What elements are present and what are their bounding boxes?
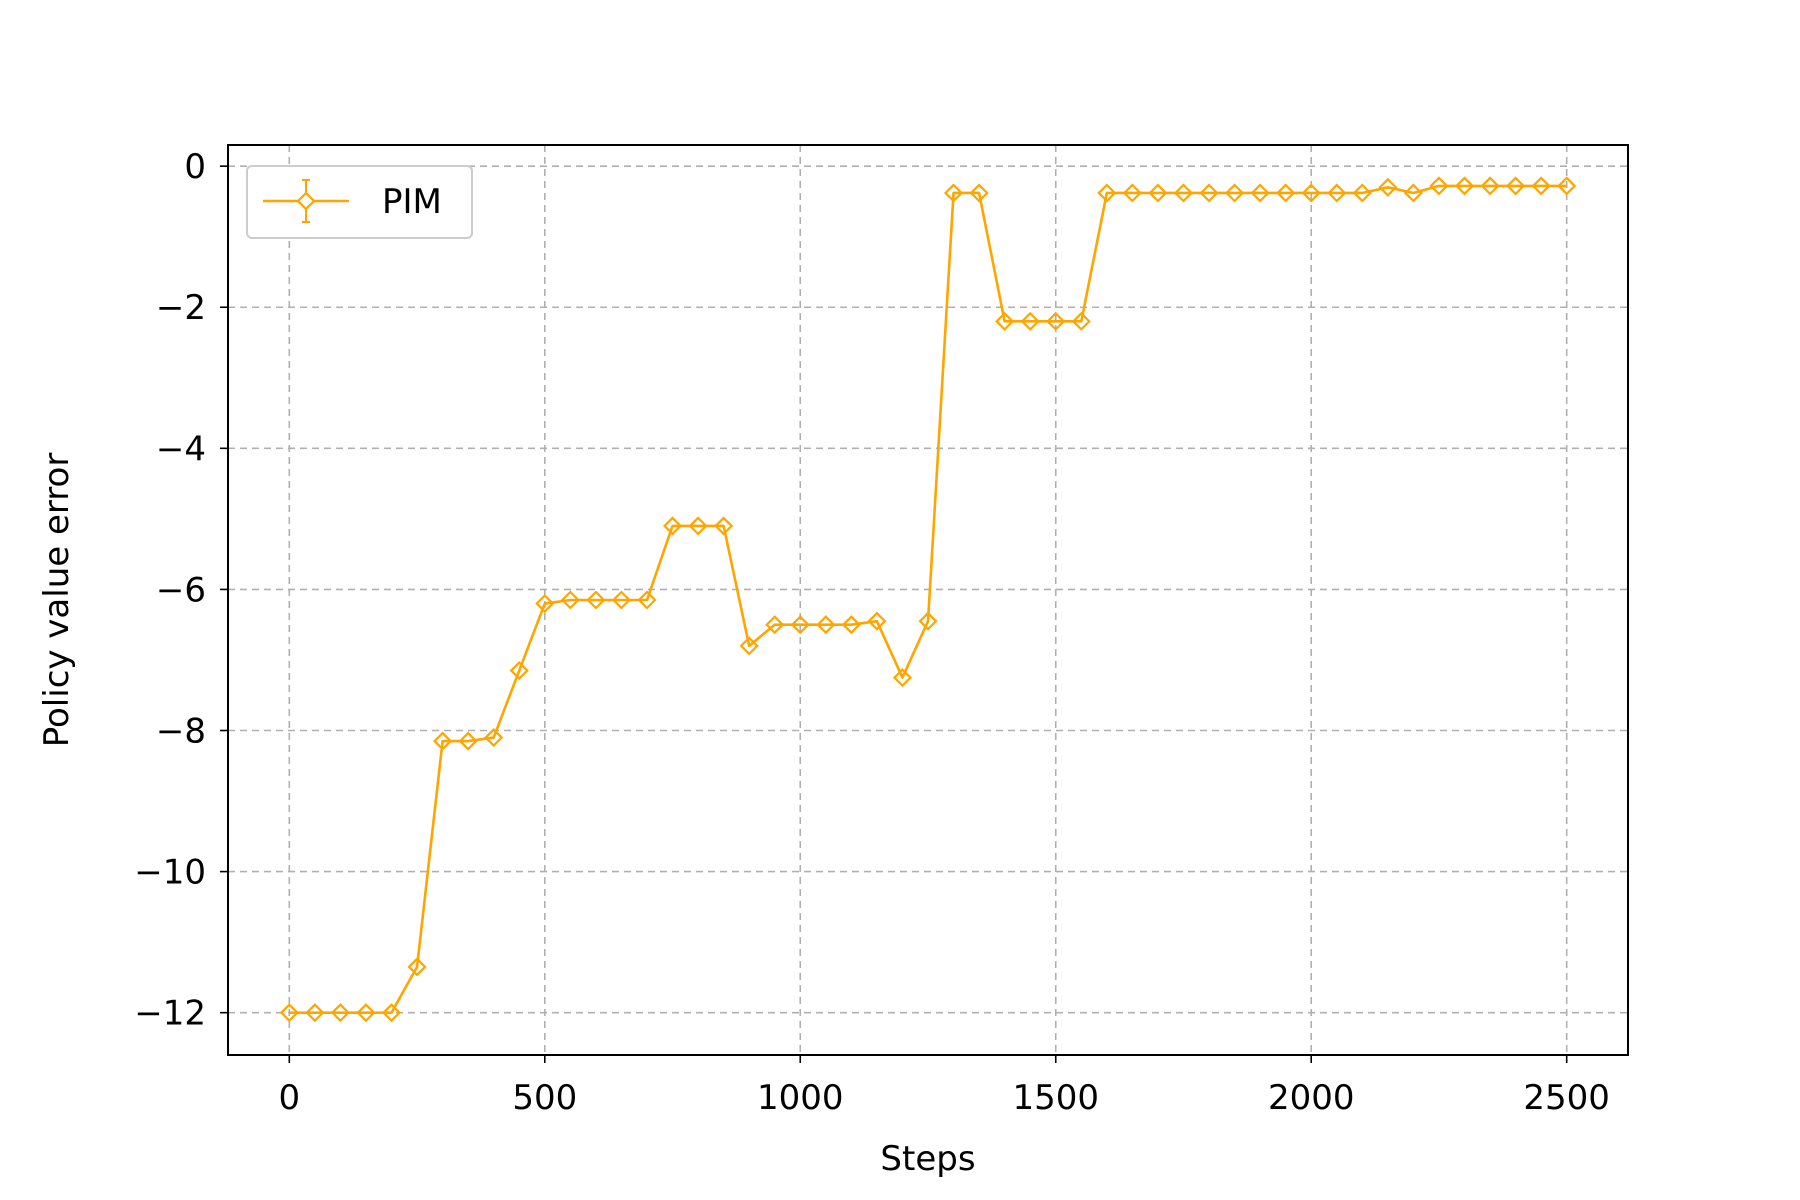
y-tick-label: −12 [134, 994, 206, 1034]
data-point-marker [509, 660, 529, 681]
y-tick-label: −4 [156, 429, 206, 469]
data-point-marker [1276, 183, 1296, 203]
data-point-marker [892, 668, 913, 688]
data-point-marker [1020, 311, 1040, 331]
data-point-marker [1148, 183, 1168, 203]
x-axis-title: Steps [880, 1139, 975, 1179]
y-tick-label: −10 [134, 853, 206, 893]
x-tick-label: 2500 [1523, 1078, 1610, 1118]
data-point-marker [433, 731, 453, 751]
data-point-marker [918, 611, 938, 631]
plot-frame [227, 144, 1629, 1056]
data-point-marker [1199, 183, 1219, 203]
y-tick-label: −8 [156, 712, 206, 752]
data-point-marker [381, 1003, 402, 1023]
data-point-marker [611, 590, 631, 610]
data-point-marker [1301, 183, 1321, 203]
y-tick-label: −6 [156, 570, 206, 610]
data-point-marker [1327, 183, 1347, 203]
legend: PIM [246, 165, 473, 239]
data-point-marker [1557, 176, 1577, 196]
data-point-marker [637, 590, 657, 610]
data-point-marker [407, 957, 427, 977]
data-point-marker [1531, 176, 1551, 196]
data-point-marker [1506, 176, 1526, 196]
data-point-marker [765, 615, 785, 635]
x-tick-label: 1500 [1012, 1078, 1099, 1118]
data-point-marker [560, 590, 580, 610]
y-tick-label: 0 [184, 147, 206, 187]
x-tick-label: 1000 [757, 1078, 844, 1118]
data-point-marker [1173, 183, 1194, 203]
data-point-marker [586, 590, 606, 610]
data-point-marker [816, 615, 836, 635]
data-point-marker [1480, 176, 1500, 196]
legend-label: PIM [382, 182, 442, 222]
data-point-marker [1122, 183, 1142, 203]
data-point-marker [688, 516, 708, 536]
x-tick-label: 2000 [1268, 1078, 1355, 1118]
data-point-marker [943, 183, 964, 203]
data-point-marker [535, 593, 555, 614]
legend-box [246, 165, 473, 239]
data-point-marker [1071, 311, 1091, 331]
data-point-marker [1046, 311, 1066, 331]
data-point-marker [790, 615, 810, 635]
data-point-marker [662, 516, 683, 536]
data-point-marker [1352, 183, 1372, 203]
data-point-marker [995, 311, 1015, 331]
data-point-marker [1429, 176, 1449, 196]
data-point-marker [1250, 183, 1270, 203]
data-point-marker [330, 1003, 350, 1023]
y-tick-label: −2 [156, 288, 206, 328]
data-point-marker [739, 636, 759, 656]
data-point-marker [484, 728, 504, 748]
data-point-marker [1225, 183, 1245, 203]
x-tick-label: 0 [278, 1078, 300, 1118]
data-point-marker [867, 611, 887, 631]
series-layer [279, 176, 1577, 1023]
data-point-marker [714, 516, 734, 536]
data-point-marker [841, 615, 861, 635]
data-point-marker [305, 1003, 325, 1023]
data-point-marker [356, 1003, 376, 1023]
data-point-marker [279, 1003, 299, 1023]
data-point-marker [458, 731, 478, 751]
data-point-marker [1097, 183, 1117, 203]
ticks: 0 500 1000 1500 2000 2500 0 −2 −4 −6 −8 −10 −12 [134, 147, 1610, 1118]
data-point-marker [1403, 183, 1423, 203]
data-point-marker [1378, 177, 1398, 197]
legend-marker [296, 191, 316, 211]
x-tick-label: 500 [512, 1078, 577, 1118]
y-axis-title: Policy value error [37, 453, 77, 748]
data-point-marker [969, 183, 989, 203]
data-point-marker [1454, 176, 1475, 196]
